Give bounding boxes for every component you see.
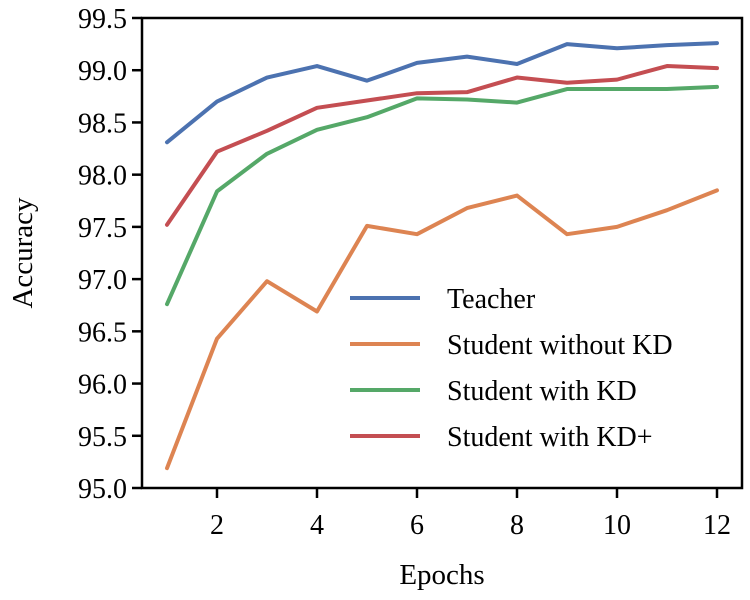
y-tick-label: 98.0 [78,161,127,192]
y-tick-label: 96.5 [78,317,127,348]
x-tick-label: 4 [310,510,324,541]
legend-label: Student with KD+ [447,422,653,453]
y-tick-label: 95.0 [78,474,127,505]
series-line-1 [165,41,719,145]
plot-frame [140,16,744,490]
y-tick-label: 97.0 [78,265,127,296]
x-axis-label: Epochs [399,559,484,591]
y-tick-label: 99.0 [78,56,127,87]
series-line-2 [165,188,719,471]
y-tick-label: 96.0 [78,370,127,401]
series-line-3 [165,84,719,307]
ticks-layer: 2 4 6 8 10 12 95.0 95.5 96.0 96.5 97.0 97.5 98.0 98.5… [78,4,731,541]
y-tick-label: 95.5 [78,422,127,453]
x-tick-label: 10 [603,510,631,541]
x-tick-label: 8 [510,510,524,541]
legend-label: Student with KD [447,376,637,407]
series-line-4 [165,64,719,227]
y-tick-label: 97.5 [78,213,127,244]
x-tick-label: 6 [410,510,424,541]
legend-label: Student without KD [447,330,673,361]
y-tick-label: 98.5 [78,108,127,139]
x-tick-label: 12 [703,510,731,541]
y-tick-label: 99.5 [78,4,127,35]
y-axis-label: Accuracy [7,197,39,309]
series-layer [165,41,719,471]
x-tick-label: 2 [210,510,224,541]
legend: Teacher Student without KD Student with KD… [350,284,673,453]
legend-label: Teacher [447,284,536,315]
